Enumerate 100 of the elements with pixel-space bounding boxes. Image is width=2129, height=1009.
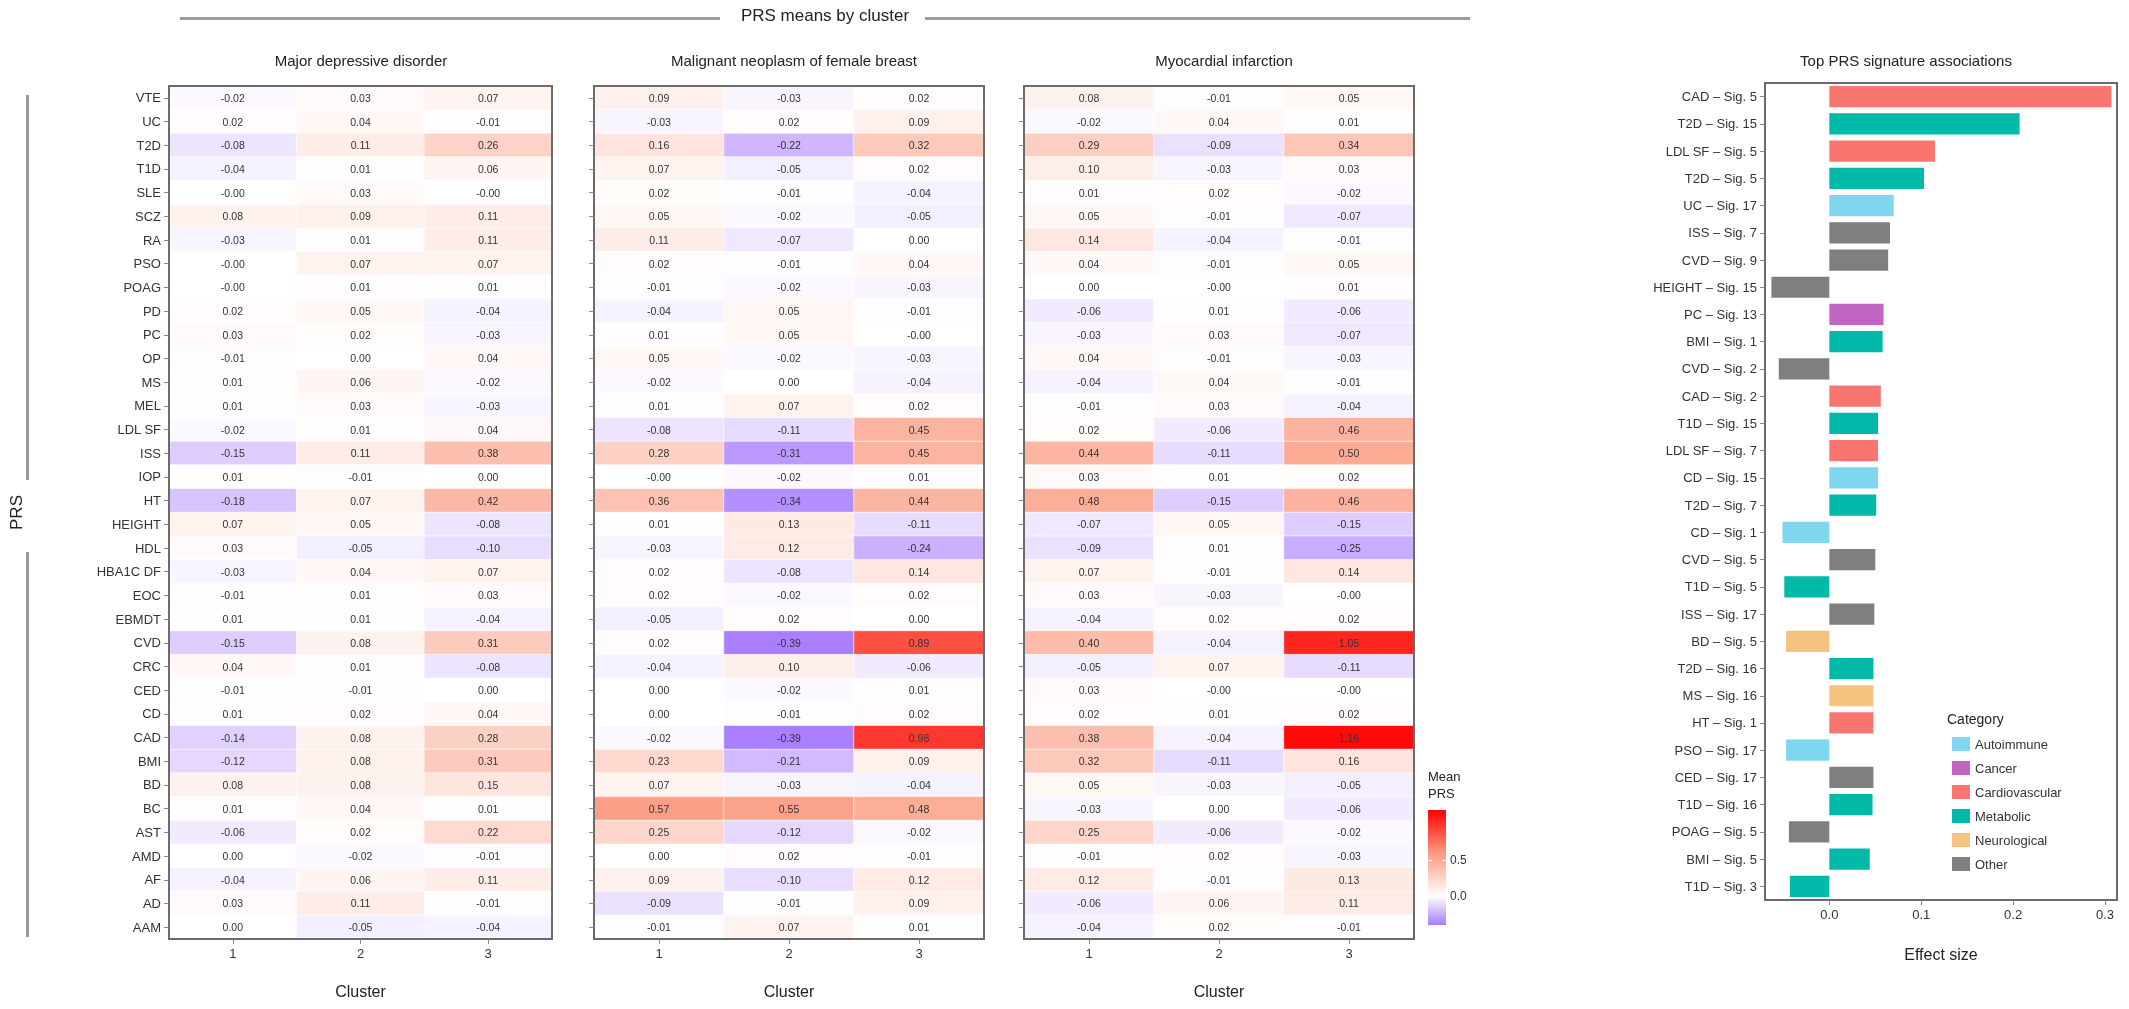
data-label: -0.04: [1077, 613, 1102, 626]
data-label: 0.02: [778, 115, 800, 128]
data-label: -0.01: [777, 897, 802, 910]
data-label: 0.11: [350, 897, 371, 910]
bar: [1829, 249, 1889, 271]
data-label: 0.38: [1078, 731, 1100, 744]
bar: [1829, 385, 1881, 407]
x-tick-label: 2: [785, 946, 793, 961]
data-label: 0.45: [908, 423, 930, 436]
data-label: -0.01: [907, 305, 932, 318]
data-label: 0.02: [778, 850, 800, 863]
data-label: -0.05: [907, 210, 932, 223]
data-label: 0.03: [222, 897, 244, 910]
y-tick-label: CVD – Sig. 2: [1681, 361, 1757, 377]
data-label: -0.07: [1077, 518, 1102, 531]
data-label: -0.01: [1337, 234, 1362, 247]
data-label: -0.00: [1207, 281, 1232, 294]
data-label: -0.15: [220, 636, 245, 649]
data-label: -0.09: [1207, 139, 1232, 152]
data-label: 0.04: [222, 660, 244, 673]
data-label: -0.01: [348, 684, 373, 697]
data-label: 0.02: [908, 707, 930, 720]
data-label: 0.01: [1208, 542, 1230, 555]
data-label: 0.01: [477, 281, 499, 294]
data-label: -0.39: [777, 636, 802, 649]
data-label: -0.04: [647, 660, 672, 673]
data-label: 0.08: [1078, 91, 1100, 104]
data-label: 0.00: [1078, 281, 1100, 294]
data-label: 0.07: [778, 921, 800, 934]
data-label: -0.01: [777, 257, 802, 270]
data-label: 0.03: [1208, 399, 1230, 412]
data-label: 0.03: [1208, 328, 1230, 341]
data-label: 0.00: [648, 684, 670, 697]
y-tick-label: EBMDT: [115, 611, 162, 627]
data-label: -0.01: [476, 850, 501, 863]
data-label: -0.04: [1337, 399, 1362, 412]
data-label: -0.03: [1207, 162, 1232, 175]
data-label: -0.24: [907, 542, 932, 555]
y-tick-label: POAG – Sig. 5: [1671, 824, 1757, 840]
y-tick-label: RA: [142, 232, 162, 248]
y-tick-label: PC – Sig. 13: [1684, 306, 1757, 322]
bar: [1829, 113, 2020, 135]
data-label: 0.00: [350, 352, 371, 365]
y-tick-label: T1D – Sig. 16: [1677, 797, 1757, 813]
data-label: -0.03: [1077, 802, 1102, 815]
data-label: 0.02: [1338, 707, 1360, 720]
data-label: 0.01: [648, 399, 670, 412]
data-label: -0.25: [1337, 542, 1362, 555]
data-label: -0.01: [348, 470, 373, 483]
data-label: 0.28: [648, 447, 670, 460]
data-label: 0.02: [1338, 613, 1360, 626]
bar: [1829, 603, 1875, 625]
data-label: 0.55: [778, 802, 800, 815]
data-label: -0.09: [1077, 542, 1102, 555]
y-tick-label: UC: [142, 114, 161, 130]
data-label: -0.00: [647, 470, 672, 483]
data-label: -0.00: [1337, 684, 1362, 697]
x-tick-label: 3: [915, 946, 923, 961]
text: PRS means by cluster: [740, 6, 910, 26]
data-label: 0.04: [477, 352, 499, 365]
data-label: -0.01: [907, 850, 932, 863]
data-label: 0.34: [1338, 139, 1360, 152]
data-label: 0.01: [908, 470, 930, 483]
x-axis-title: Cluster: [335, 982, 387, 1000]
data-label: -0.06: [907, 660, 932, 673]
data-label: 0.09: [908, 115, 930, 128]
data-label: -0.04: [647, 305, 672, 318]
data-label: 0.02: [648, 589, 670, 602]
data-label: 0.01: [350, 423, 371, 436]
legend-label: Other: [1975, 856, 2009, 872]
data-label: -0.05: [777, 162, 802, 175]
data-label: -0.18: [220, 494, 245, 507]
bar: [1829, 548, 1876, 571]
data-label: -0.01: [1207, 352, 1232, 365]
data-label: -0.01: [647, 281, 672, 294]
data-label: -0.04: [907, 376, 932, 389]
data-label: 0.89: [908, 636, 930, 649]
y-tick-label: PC: [142, 327, 161, 343]
data-label: 0.02: [1078, 423, 1100, 436]
data-label: -0.06: [1337, 802, 1362, 815]
data-label: 0.00: [648, 850, 670, 863]
data-label: 0.22: [477, 826, 499, 839]
x-tick-label: 0.0: [1820, 907, 1839, 922]
y-tick-label: EOC: [132, 587, 161, 603]
y-tick-label: ISS – Sig. 17: [1681, 606, 1757, 622]
y-tick-label: LDL SF: [117, 422, 162, 438]
y-tick-label: MS – Sig. 16: [1682, 688, 1757, 704]
data-label: 0.05: [778, 305, 800, 318]
data-label: -0.02: [777, 684, 802, 697]
data-label: 0.12: [778, 542, 800, 555]
y-tick-label: BD – Sig. 5: [1691, 633, 1757, 649]
data-label: 0.13: [1338, 873, 1360, 886]
data-label: -0.02: [777, 281, 802, 294]
data-label: -0.00: [1337, 589, 1362, 602]
bar: [1829, 848, 1870, 870]
x-axis-title: Cluster: [1193, 982, 1246, 1000]
y-tick-label: T2D – Sig. 5: [1684, 170, 1757, 186]
data-label: -0.08: [777, 565, 802, 578]
data-label: 0.03: [222, 542, 244, 555]
data-label: 0.44: [908, 494, 930, 507]
